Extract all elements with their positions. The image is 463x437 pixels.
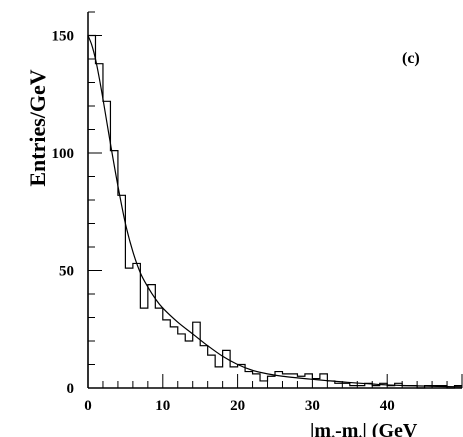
y-tick-label: 150 — [52, 29, 75, 45]
x-tick-label: 40 — [380, 398, 395, 414]
histogram-series — [87, 34, 462, 389]
fit-curve-series — [87, 35, 463, 388]
panel-label: (c) — [402, 50, 420, 67]
x-tick-label: 20 — [230, 398, 245, 414]
y-tick-label: 50 — [59, 264, 74, 280]
x-tick-label: 30 — [305, 398, 320, 414]
x-tick-label: 0 — [84, 398, 92, 414]
y-tick-label: 100 — [52, 146, 75, 162]
tick-labels: 0 50 100 150 0 10 20 30 40 — [52, 29, 395, 415]
y-axis-label: Entries/GeV — [25, 69, 50, 186]
tick-marks — [87, 11, 463, 389]
x-axis-label: |mt-mt| (GeV — [310, 420, 418, 437]
x-tick-label: 10 — [155, 398, 170, 414]
y-tick-label: 0 — [67, 381, 75, 397]
